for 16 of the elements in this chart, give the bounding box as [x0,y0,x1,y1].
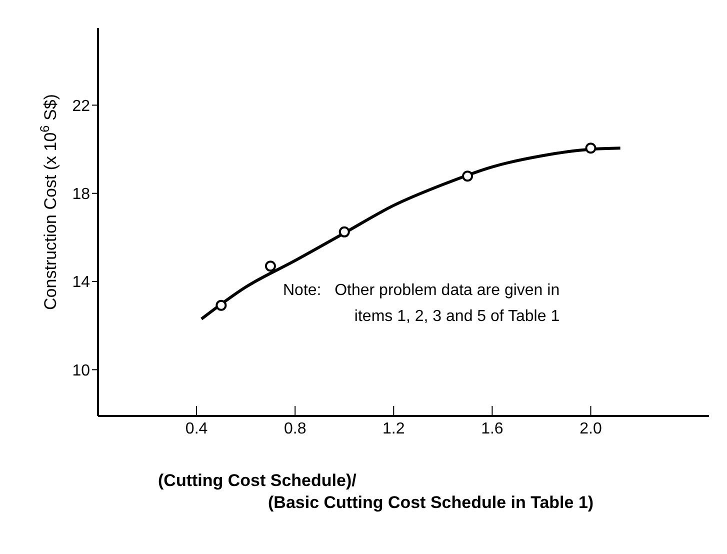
y-tick-label: 14 [72,274,90,292]
point [585,142,596,154]
point [216,300,227,311]
point [462,170,474,182]
x-tick-label: 1.2 [382,420,405,438]
x-tick-label: 2.0 [580,420,602,438]
y-tick-label: 22 [72,98,90,115]
point [338,226,350,238]
annotation: Note: Other problem data are given in items 1, 2, 3 and 5 of Table 1 [283,281,560,327]
y-tick-label: 18 [72,186,90,204]
x-tick-label: 1.6 [481,420,504,438]
y-tick-label: 10 [72,362,90,380]
x-axis-title: (Cutting Cost Schedule)/ (Basic Cutting Cost Schedule in Table 1) [158,471,594,512]
point [264,260,276,272]
x-tick-label: 0.8 [284,420,306,438]
x-tick-label: 0.4 [185,420,208,438]
